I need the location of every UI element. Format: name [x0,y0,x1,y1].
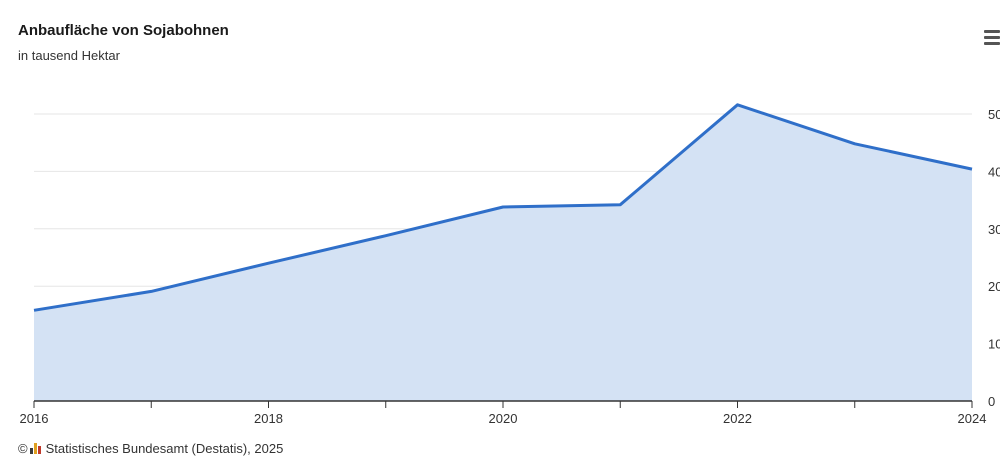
x-tick-label: 2024 [958,411,987,426]
x-tick-label: 2022 [723,411,752,426]
series-area-fill [34,104,972,402]
y-tick-label: 20 [988,279,1000,294]
copyright-symbol: © [18,441,28,456]
data-point [148,288,154,294]
x-tick-label: 2018 [254,411,283,426]
x-axis-labels: 2016 2018 2020 2022 2024 [20,411,987,426]
data-point [852,141,858,147]
source-footer: © Statistisches Bundesamt (Destatis), 20… [18,441,283,456]
data-point [969,166,975,172]
hamburger-menu-icon[interactable] [984,30,1000,46]
data-point [31,307,37,313]
data-point [735,102,741,108]
data-point [383,233,389,239]
chart-title: Anbaufläche von Sojabohnen [18,22,229,39]
y-tick-label: 10 [988,337,1000,352]
y-tick-label: 50 [988,107,1000,122]
x-tick-label: 2020 [489,411,518,426]
chart-subtitle: in tausend Hektar [18,48,120,63]
destatis-logo-icon [29,443,42,454]
data-point [617,202,623,208]
data-point [266,260,272,266]
y-tick-label: 0 [988,394,995,409]
x-axis-ticks [33,401,973,408]
data-point [500,204,506,210]
series-line [33,103,973,312]
source-text: Statistisches Bundesamt (Destatis), 2025 [45,441,284,456]
y-tick-label: 40 [988,164,1000,179]
y-axis-labels: 0 10 20 30 40 50 [988,107,1000,409]
x-tick-label: 2016 [20,411,49,426]
y-tick-label: 30 [988,222,1000,237]
